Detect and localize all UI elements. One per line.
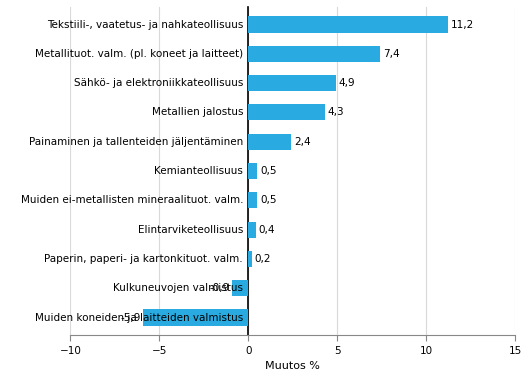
Text: 0,5: 0,5 <box>260 166 277 176</box>
X-axis label: Muutos %: Muutos % <box>266 361 321 371</box>
Text: 2,4: 2,4 <box>294 137 311 147</box>
Text: 7,4: 7,4 <box>383 49 399 59</box>
Text: Sähkö- ja elektroniikkateollisuus: Sähkö- ja elektroniikkateollisuus <box>74 78 243 88</box>
Text: 11,2: 11,2 <box>451 20 473 29</box>
Bar <box>249 251 252 267</box>
Text: Kemianteollisuus: Kemianteollisuus <box>154 166 243 176</box>
Text: 0,2: 0,2 <box>254 254 271 264</box>
Text: -0,9: -0,9 <box>209 283 230 293</box>
Text: Elintarviketeollisuus: Elintarviketeollisuus <box>138 225 243 235</box>
Text: Muiden koneiden ja laitteiden valmistus: Muiden koneiden ja laitteiden valmistus <box>35 313 243 322</box>
Text: Paperin, paperi- ja kartonkituot. valm.: Paperin, paperi- ja kartonkituot. valm. <box>44 254 243 264</box>
Text: Muiden ei-metallisten mineraalituot. valm.: Muiden ei-metallisten mineraalituot. val… <box>21 195 243 205</box>
Text: Kulkuneuvojen valmistus: Kulkuneuvojen valmistus <box>113 283 243 293</box>
Text: Tekstiili-, vaatetus- ja nahkateollisuus: Tekstiili-, vaatetus- ja nahkateollisuus <box>47 20 243 29</box>
Text: 0,5: 0,5 <box>260 195 277 205</box>
Text: 4,3: 4,3 <box>327 107 344 118</box>
Bar <box>249 134 291 150</box>
Bar <box>249 222 256 238</box>
Text: -5,9: -5,9 <box>120 313 141 322</box>
Bar <box>249 163 257 179</box>
Text: Painaminen ja tallenteiden jäljentäminen: Painaminen ja tallenteiden jäljentäminen <box>29 137 243 147</box>
Text: Metallituot. valm. (pl. koneet ja laitteet): Metallituot. valm. (pl. koneet ja laitte… <box>35 49 243 59</box>
Bar <box>249 17 448 33</box>
Text: 0,4: 0,4 <box>258 225 275 235</box>
Bar <box>249 75 335 91</box>
Text: 4,9: 4,9 <box>339 78 355 88</box>
Bar <box>143 310 249 325</box>
Bar <box>249 46 380 62</box>
Bar <box>249 104 325 121</box>
Bar <box>249 192 257 208</box>
Text: Metallien jalostus: Metallien jalostus <box>151 107 243 118</box>
Bar <box>232 280 249 296</box>
